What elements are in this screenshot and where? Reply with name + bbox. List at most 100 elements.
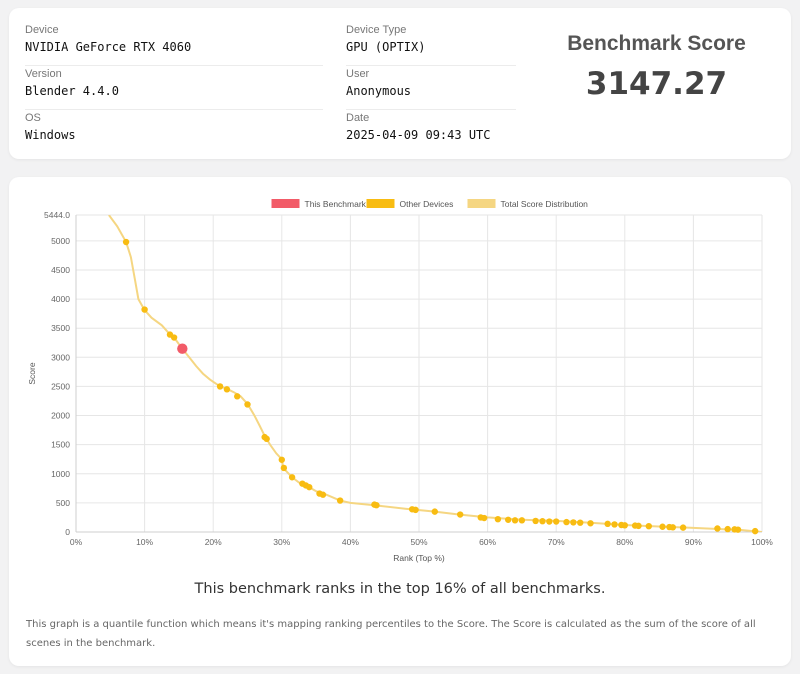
other-device-point	[281, 465, 287, 471]
device-type-label: Device Type	[346, 24, 406, 36]
other-device-point	[171, 334, 177, 340]
device-info-card: Device NVIDIA GeForce RTX 4060 Version B…	[9, 8, 791, 159]
other-device-point	[532, 518, 538, 524]
x-tick-label: 60%	[479, 537, 496, 547]
other-device-point	[680, 524, 686, 530]
y-tick-label: 1000	[51, 469, 70, 479]
x-tick-label: 70%	[548, 537, 565, 547]
other-device-point	[570, 519, 576, 525]
benchmark-score-title: Benchmark Score	[549, 32, 764, 56]
other-device-point	[412, 507, 418, 513]
os-value: Windows	[25, 128, 76, 142]
y-tick-label: 1500	[51, 440, 70, 450]
os-field: OS Windows	[25, 110, 323, 153]
other-device-point	[646, 523, 652, 529]
other-device-point	[539, 518, 545, 524]
other-device-point	[752, 528, 758, 534]
device-field: Device NVIDIA GeForce RTX 4060	[25, 22, 323, 66]
legend-label: Other Devices	[400, 199, 454, 209]
quantile-chart: 0 500 1000 1500 2000 2500 3000 3500 4000 4500 5000…	[9, 177, 791, 577]
other-device-point	[373, 502, 379, 508]
device-label: Device	[25, 24, 59, 36]
other-device-point	[123, 239, 129, 245]
other-device-point	[234, 393, 240, 399]
chart-explanation-text: This graph is a quantile function which …	[26, 615, 761, 653]
other-device-point	[306, 484, 312, 490]
y-tick-label: 2500	[51, 381, 70, 391]
x-tick-label: 80%	[616, 537, 633, 547]
other-device-point	[670, 524, 676, 530]
date-field: Date 2025-04-09 09:43 UTC	[346, 110, 516, 153]
other-device-point	[611, 521, 617, 527]
other-device-point	[553, 518, 559, 524]
rank-summary-text: This benchmark ranks in the top 16% of a…	[9, 581, 791, 597]
other-device-point	[577, 519, 583, 525]
y-tick-label: 4500	[51, 265, 70, 275]
legend-label: Total Score Distribution	[501, 199, 589, 209]
y-tick-label: 3000	[51, 352, 70, 362]
device-type-value: GPU (OPTIX)	[346, 40, 425, 54]
other-device-point	[735, 526, 741, 532]
y-tick-label: 3500	[51, 323, 70, 333]
other-device-point	[457, 511, 463, 517]
other-device-point	[141, 306, 147, 312]
other-device-point	[289, 474, 295, 480]
user-value: Anonymous	[346, 84, 411, 98]
legend-swatch	[468, 199, 496, 208]
x-axis-label: Rank (Top %)	[393, 553, 445, 563]
user-field: User Anonymous	[346, 66, 516, 110]
device-type-field: Device Type GPU (OPTIX)	[346, 22, 516, 66]
y-tick-label: 2000	[51, 411, 70, 421]
user-label: User	[346, 68, 369, 80]
other-device-point	[217, 383, 223, 389]
y-tick-label: 4000	[51, 294, 70, 304]
other-device-point	[264, 436, 270, 442]
other-device-point	[622, 522, 628, 528]
other-device-point	[279, 457, 285, 463]
y-tick-label: 5444.0	[44, 210, 70, 220]
this-benchmark-point	[177, 344, 187, 354]
other-device-point	[563, 519, 569, 525]
x-tick-label: 50%	[410, 537, 427, 547]
version-field: Version Blender 4.4.0	[25, 66, 323, 110]
x-tick-label: 20%	[205, 537, 222, 547]
x-tick-label: 30%	[273, 537, 290, 547]
x-tick-label: 40%	[342, 537, 359, 547]
distribution-line	[109, 215, 762, 532]
other-device-point	[432, 508, 438, 514]
legend-swatch	[367, 199, 395, 208]
device-info-left-column: Device NVIDIA GeForce RTX 4060 Version B…	[25, 22, 323, 153]
device-value: NVIDIA GeForce RTX 4060	[25, 40, 191, 54]
x-tick-label: 10%	[136, 537, 153, 547]
other-device-point	[635, 523, 641, 529]
date-label: Date	[346, 112, 369, 124]
device-info-right-column: Device Type GPU (OPTIX) User Anonymous D…	[346, 22, 516, 153]
y-axis-label: Score	[27, 362, 37, 384]
chart-card: 0 500 1000 1500 2000 2500 3000 3500 4000 4500 5000…	[9, 177, 791, 666]
other-device-point	[337, 497, 343, 503]
other-device-point	[244, 401, 250, 407]
other-device-point	[659, 524, 665, 530]
other-device-point	[224, 386, 230, 392]
date-value: 2025-04-09 09:43 UTC	[346, 128, 491, 142]
legend-label: This Benchmark	[305, 199, 367, 209]
other-device-point	[725, 526, 731, 532]
other-device-point	[519, 517, 525, 523]
y-tick-label: 5000	[51, 236, 70, 246]
other-device-point	[546, 518, 552, 524]
y-tick-label: 500	[56, 498, 70, 508]
os-label: OS	[25, 112, 41, 124]
other-device-point	[320, 492, 326, 498]
other-device-point	[512, 517, 518, 523]
x-tick-label: 0%	[70, 537, 83, 547]
other-device-point	[714, 525, 720, 531]
legend-swatch	[272, 199, 300, 208]
x-tick-label: 90%	[685, 537, 702, 547]
other-device-point	[495, 516, 501, 522]
other-device-point	[587, 520, 593, 526]
version-value: Blender 4.4.0	[25, 84, 119, 98]
other-device-point	[481, 515, 487, 521]
y-tick-label: 0	[65, 527, 70, 537]
benchmark-score-box: Benchmark Score 3147.27	[549, 32, 764, 102]
other-device-point	[604, 521, 610, 527]
